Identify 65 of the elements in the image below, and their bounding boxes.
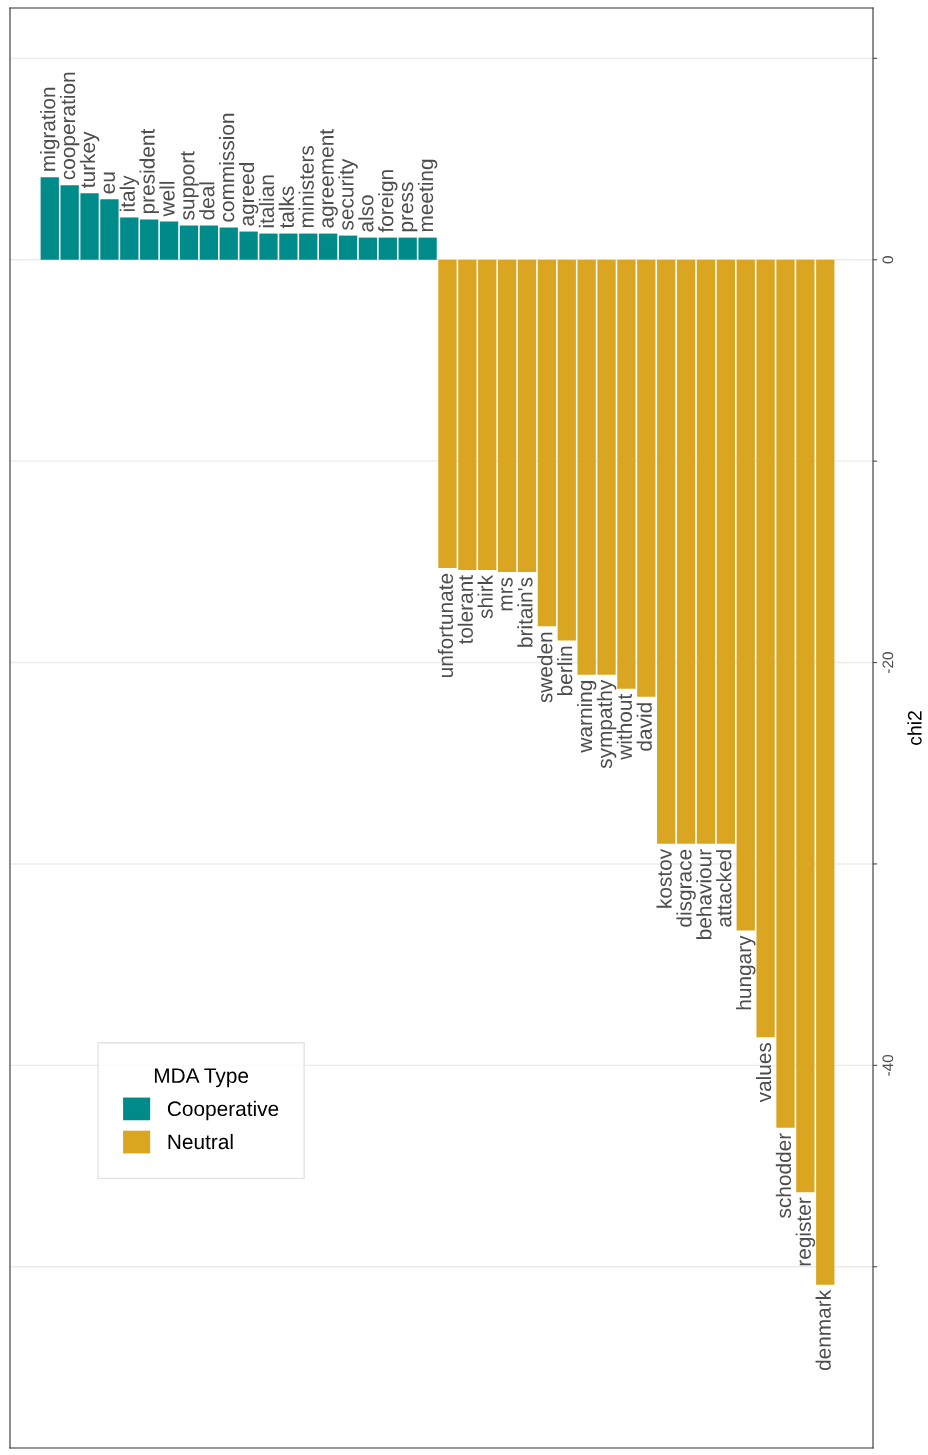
x-tick-label: agreement bbox=[320, 129, 338, 228]
x-tick-label: denmark bbox=[815, 1289, 831, 1371]
x-tick-label: hungary bbox=[736, 935, 756, 1010]
x-tick-label: commission bbox=[219, 113, 235, 222]
y-tick-label: -20 bbox=[882, 652, 894, 673]
x-tick-label: italy bbox=[119, 175, 140, 212]
x-tick-label: eu bbox=[103, 172, 116, 194]
bar bbox=[517, 259, 537, 572]
x-tick-label: italian bbox=[258, 175, 275, 228]
bar bbox=[537, 259, 557, 627]
x-tick-label: migration bbox=[40, 87, 60, 171]
x-tick-label: mrs bbox=[501, 577, 513, 611]
x-tick-label: sympathy bbox=[596, 679, 617, 769]
bar bbox=[676, 259, 696, 844]
y-axis-title: chi2 bbox=[907, 711, 922, 746]
x-tick-label: tolerant bbox=[457, 575, 473, 645]
x-tick-label: behaviour bbox=[696, 849, 712, 939]
x-tick-label: sweden bbox=[537, 632, 553, 703]
x-tick-label: press bbox=[401, 182, 418, 232]
x-tick-label: disgrace bbox=[676, 849, 696, 927]
x-tick-label: values bbox=[755, 1042, 772, 1103]
x-tick-label: shirk bbox=[477, 574, 493, 619]
bar bbox=[358, 237, 378, 260]
bar bbox=[696, 259, 716, 844]
bar bbox=[159, 221, 179, 260]
x-tick-label: warning bbox=[576, 681, 597, 753]
bar bbox=[179, 225, 199, 260]
bar bbox=[140, 219, 159, 260]
bar bbox=[40, 177, 59, 260]
x-tick-label: david bbox=[636, 703, 652, 751]
bar bbox=[378, 237, 397, 260]
bar bbox=[716, 259, 735, 844]
x-tick-label: britain's bbox=[517, 577, 533, 647]
x-tick-label: agreed bbox=[238, 162, 259, 226]
bar bbox=[199, 225, 218, 260]
bar bbox=[557, 259, 576, 641]
x-tick-label: well bbox=[159, 181, 175, 217]
x-tick-label: without bbox=[616, 693, 633, 760]
x-tick-label: unfortunate bbox=[437, 573, 454, 677]
x-tick-label: ministers bbox=[298, 145, 314, 228]
legend-label: Cooperative bbox=[167, 1100, 279, 1121]
y-tick-label: 0 bbox=[882, 256, 894, 264]
x-tick-label: talks bbox=[278, 186, 294, 229]
x-tick-label: cooperation bbox=[59, 72, 80, 180]
legend-title: MDA Type bbox=[154, 1068, 249, 1088]
bar bbox=[657, 259, 676, 844]
bar bbox=[478, 259, 497, 570]
y-tick-label: -40 bbox=[882, 1054, 894, 1076]
x-tick-label: berlin bbox=[557, 646, 573, 696]
x-tick-label: deal bbox=[199, 182, 215, 220]
x-tick-label: kostov bbox=[656, 848, 672, 908]
x-tick-label: register bbox=[795, 1197, 816, 1266]
x-tick-label: support bbox=[180, 151, 199, 220]
x-tick-label: attacked bbox=[716, 850, 732, 927]
bar bbox=[338, 235, 358, 260]
legend-label: Neutral bbox=[168, 1133, 233, 1150]
x-tick-label: president bbox=[139, 128, 159, 214]
x-tick-label: turkey bbox=[79, 131, 100, 188]
x-tick-label: foreign bbox=[378, 170, 398, 233]
x-tick-label: meeting bbox=[417, 159, 438, 232]
bar bbox=[497, 259, 517, 572]
bar bbox=[319, 233, 338, 260]
x-tick-label: security bbox=[338, 158, 358, 230]
x-tick-label: also bbox=[358, 195, 374, 232]
x-tick-label: schodder bbox=[775, 1133, 792, 1218]
